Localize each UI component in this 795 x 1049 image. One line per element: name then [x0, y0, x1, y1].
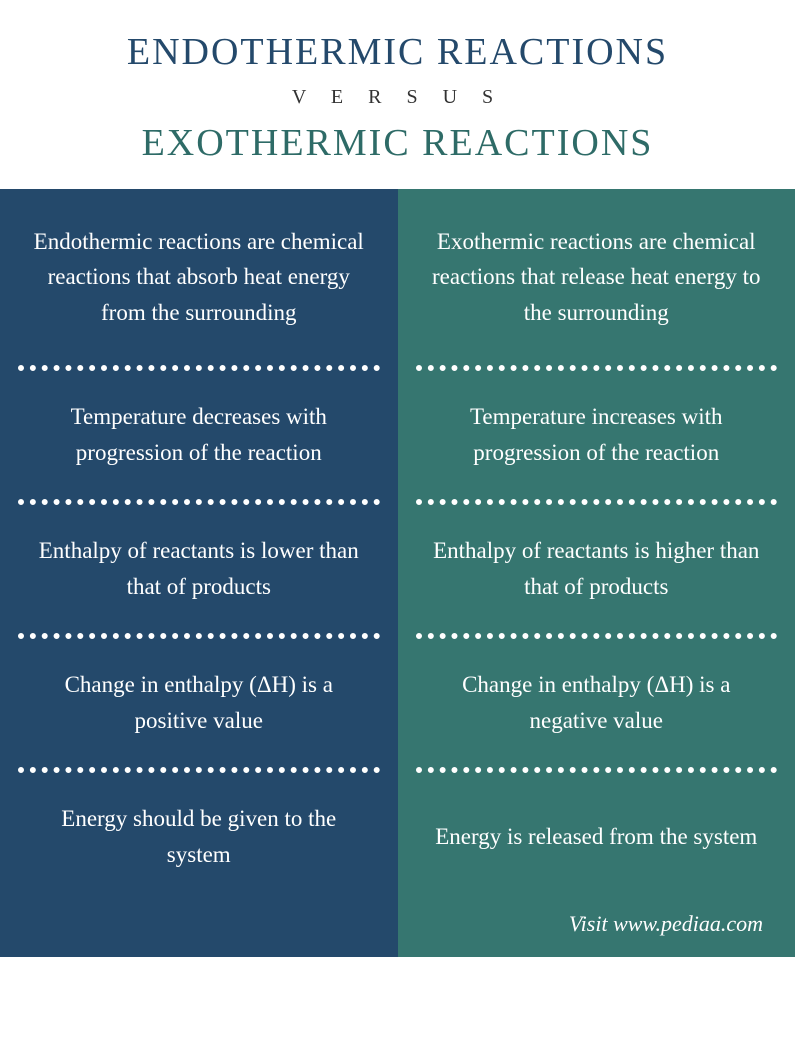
versus-label: V E R S U S — [20, 86, 775, 109]
cell-text: Temperature decreases with progression o… — [28, 399, 370, 470]
comparison-cell: Energy is released from the system — [398, 773, 795, 901]
footer-spacer — [0, 901, 398, 957]
footer-credit: Visit www.pediaa.com — [398, 901, 795, 957]
cell-text: Enthalpy of reactants is higher than tha… — [426, 533, 768, 604]
comparison-cell: Change in enthalpy (ΔH) is a negative va… — [398, 639, 795, 767]
cell-text: Temperature increases with progression o… — [426, 399, 768, 470]
title-exothermic: EXOTHERMIC REACTIONS — [20, 121, 775, 165]
comparison-cell: Temperature decreases with progression o… — [0, 371, 398, 499]
cell-text: Energy is released from the system — [435, 819, 757, 855]
cell-text: Enthalpy of reactants is lower than that… — [28, 533, 370, 604]
cell-text: Change in enthalpy (ΔH) is a positive va… — [28, 667, 370, 738]
comparison-cell: Endothermic reactions are chemical react… — [0, 189, 398, 365]
column-endothermic: Endothermic reactions are chemical react… — [0, 189, 398, 957]
cell-text: Exothermic reactions are chemical reacti… — [426, 224, 768, 331]
comparison-cell: Temperature increases with progression o… — [398, 371, 795, 499]
comparison-cell: Change in enthalpy (ΔH) is a positive va… — [0, 639, 398, 767]
comparison-cell: Energy should be given to the system — [0, 773, 398, 901]
comparison-columns: Endothermic reactions are chemical react… — [0, 189, 795, 957]
title-endothermic: ENDOTHERMIC REACTIONS — [20, 30, 775, 74]
comparison-cell: Exothermic reactions are chemical reacti… — [398, 189, 795, 365]
cell-text: Change in enthalpy (ΔH) is a negative va… — [426, 667, 768, 738]
column-exothermic: Exothermic reactions are chemical reacti… — [398, 189, 795, 957]
cell-text: Energy should be given to the system — [28, 801, 370, 872]
comparison-cell: Enthalpy of reactants is higher than tha… — [398, 505, 795, 633]
header: ENDOTHERMIC REACTIONS V E R S U S EXOTHE… — [0, 0, 795, 189]
cell-text: Endothermic reactions are chemical react… — [28, 224, 370, 331]
comparison-cell: Enthalpy of reactants is lower than that… — [0, 505, 398, 633]
